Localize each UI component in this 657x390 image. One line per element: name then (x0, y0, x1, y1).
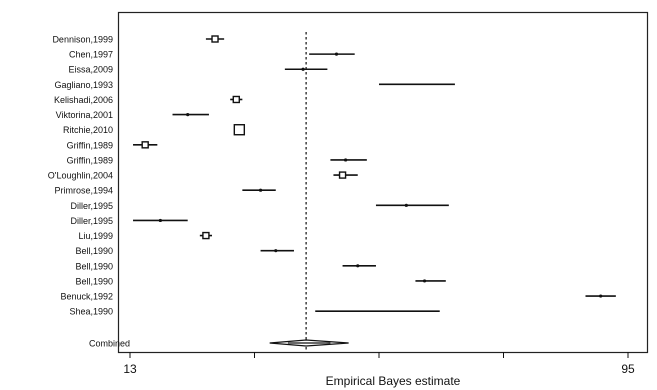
estimate-square (233, 124, 246, 136)
estimate-dot (599, 294, 603, 298)
estimate-dot (422, 279, 427, 283)
study-label: Ritchie,2010 (63, 125, 113, 135)
estimate-dot (301, 67, 305, 71)
study-label: Gagliano,1993 (54, 80, 113, 90)
study-label: O'Loughlin,2004 (48, 171, 113, 181)
study-label: Bell,1990 (75, 276, 113, 286)
study-label: Kelishadi,2006 (54, 95, 113, 105)
estimate-dot (334, 52, 339, 56)
study-label: Diller,1995 (70, 201, 113, 211)
study-label: Chen,1997 (69, 50, 113, 60)
combined-group: Combined (89, 339, 349, 349)
estimate-dot (186, 113, 190, 117)
study-label: Primrose,1994 (54, 186, 113, 196)
study-label: Eissa,2009 (68, 65, 113, 75)
study-label: Bell,1990 (75, 246, 113, 256)
study-label: Bell,1990 (75, 261, 113, 271)
estimate-dot (343, 158, 348, 162)
studies-group: Dennison,1999 Chen,1997 Eissa,2009 Gagliano… (48, 35, 616, 317)
x-tick-label: 13 (123, 362, 137, 376)
estimate-square (202, 231, 210, 240)
estimate-square (338, 171, 347, 179)
plot-frame (117, 11, 649, 354)
study-label: Liu,1999 (78, 231, 113, 241)
x-axis-label: Empirical Bayes estimate (326, 374, 461, 388)
x-axis-ticks: 13 95 (123, 352, 635, 376)
x-tick-label: 95 (621, 362, 635, 376)
estimate-square (232, 95, 240, 104)
estimate-dot (356, 264, 360, 268)
study-label: Benuck,1992 (60, 292, 113, 302)
combined-label: Combined (89, 339, 130, 349)
study-label: Diller,1995 (70, 216, 113, 226)
study-label: Griffin,1989 (67, 140, 113, 150)
study-label: Dennison,1999 (52, 35, 113, 45)
study-label: Shea,1990 (69, 307, 113, 317)
estimate-square (211, 35, 219, 43)
estimate-dot (258, 188, 263, 192)
estimate-dot (274, 249, 278, 253)
estimate-dot (158, 218, 162, 223)
study-label: Viktorina,2001 (56, 110, 113, 120)
estimate-square (141, 141, 149, 149)
study-label: Griffin,1989 (67, 155, 113, 165)
estimate-dot (404, 203, 408, 207)
